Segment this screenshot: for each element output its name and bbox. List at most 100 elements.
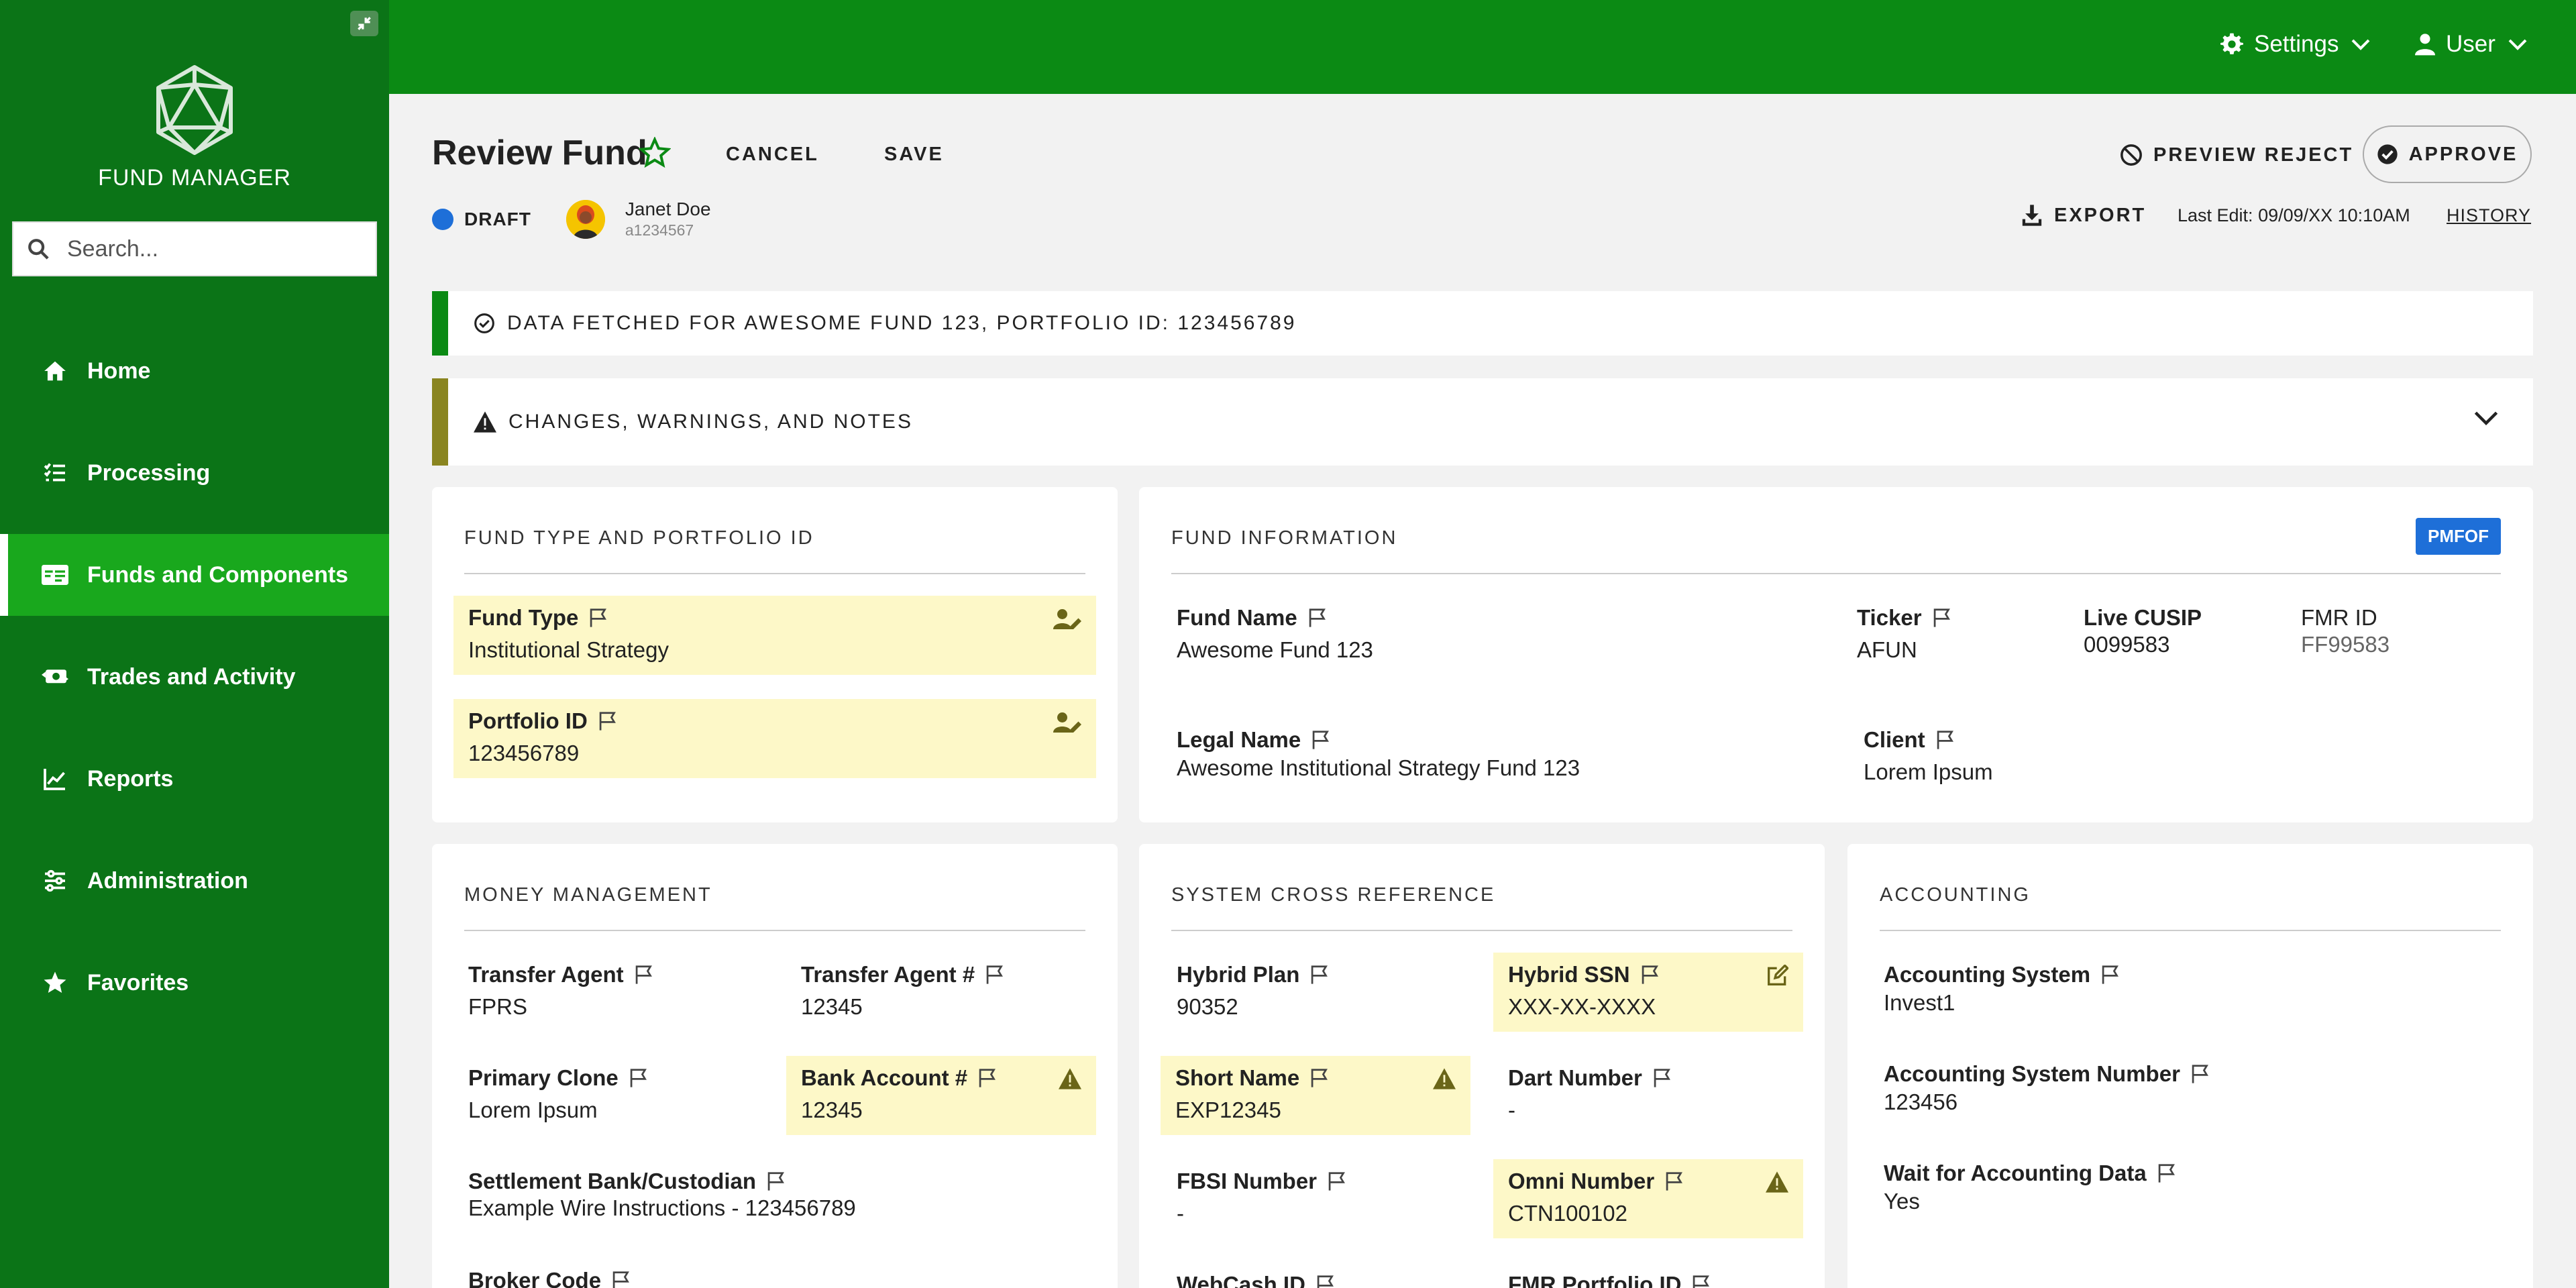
flag-icon[interactable]: [767, 1171, 786, 1191]
flag-icon[interactable]: [1933, 608, 1951, 628]
divider: [464, 573, 1085, 574]
warning-icon: [1433, 1068, 1456, 1089]
export-button[interactable]: EXPORT: [2021, 204, 2146, 227]
flag-icon[interactable]: [1692, 1275, 1711, 1288]
collapse-sidebar-button[interactable]: [350, 11, 378, 36]
short-name-field[interactable]: Short Name EXP12345: [1161, 1056, 1470, 1135]
live-cusip-field: Live CUSIP 0099583: [2069, 596, 2216, 667]
transfer-agent-field[interactable]: Transfer Agent FPRS: [453, 953, 668, 1029]
accounting-system-number-field[interactable]: Accounting System Number 123456: [1869, 1052, 2224, 1124]
settings-menu[interactable]: Settings: [2220, 31, 2371, 58]
hybrid-ssn-field[interactable]: Hybrid SSN XXX-XX-XXXX: [1493, 953, 1803, 1032]
flag-icon[interactable]: [1653, 1068, 1672, 1088]
field-value: EXP12345: [1175, 1097, 1281, 1122]
hybrid-plan-field[interactable]: Hybrid Plan 90352: [1162, 953, 1344, 1029]
save-button[interactable]: SAVE: [884, 144, 944, 165]
flag-icon[interactable]: [1665, 1171, 1684, 1191]
primary-clone-field[interactable]: Primary Clone Lorem Ipsum: [453, 1056, 663, 1132]
field-label: Short Name: [1175, 1065, 1300, 1090]
webcash-id-field[interactable]: WebCash ID: [1162, 1263, 1350, 1288]
flag-icon[interactable]: [2157, 1163, 2176, 1183]
status-row: DRAFT Janet Doe a1234567: [432, 199, 711, 239]
approve-button[interactable]: APPROVE: [2363, 125, 2532, 183]
flag-icon[interactable]: [1310, 1068, 1329, 1088]
warnings-banner[interactable]: CHANGES, WARNINGS, AND NOTES: [432, 378, 2533, 466]
user-id: a1234567: [625, 221, 694, 239]
flag-icon[interactable]: [2191, 1064, 2210, 1084]
system-cross-reference-card: SYSTEM CROSS REFERENCE Hybrid Plan 90352…: [1139, 844, 1825, 1288]
portfolio-id-field[interactable]: Portfolio ID 123456789: [453, 699, 1096, 778]
field-value: Example Wire Instructions - 123456789: [468, 1195, 856, 1220]
field-label: Primary Clone: [468, 1065, 619, 1090]
fund-type-field[interactable]: Fund Type Institutional Strategy: [453, 596, 1096, 675]
divider: [464, 930, 1085, 931]
flag-icon[interactable]: [1641, 965, 1660, 985]
accounting-system-field[interactable]: Accounting System Invest1: [1869, 953, 2135, 1025]
nav-item-trades-and-activity[interactable]: Trades and Activity: [0, 636, 389, 718]
flag-icon[interactable]: [985, 965, 1004, 985]
field-value: Awesome Institutional Strategy Fund 123: [1177, 755, 1580, 780]
home-icon: [42, 358, 68, 384]
nav-item-reports[interactable]: Reports: [0, 738, 389, 820]
fbsi-number-field[interactable]: FBSI Number -: [1162, 1159, 1361, 1236]
fund-name-field[interactable]: Fund Name Awesome Fund 123: [1162, 596, 1388, 672]
dart-number-field[interactable]: Dart Number -: [1493, 1056, 1686, 1132]
wait-for-accounting-data-field[interactable]: Wait for Accounting Data Yes: [1869, 1151, 2191, 1224]
collapse-icon: [358, 17, 371, 30]
flag-icon[interactable]: [598, 711, 617, 731]
nav-item-administration[interactable]: Administration: [0, 840, 389, 922]
bank-account-field[interactable]: Bank Account # 12345: [786, 1056, 1096, 1135]
flag-icon[interactable]: [1308, 608, 1327, 628]
flag-icon[interactable]: [978, 1068, 997, 1088]
flag-icon[interactable]: [1316, 1275, 1335, 1288]
nav-item-favorites[interactable]: Favorites: [0, 942, 389, 1024]
flag-icon[interactable]: [1311, 730, 1330, 750]
user-name: Janet Doe: [625, 199, 711, 219]
cancel-button[interactable]: CANCEL: [726, 144, 819, 165]
card-title: FUND TYPE AND PORTFOLIO ID: [464, 527, 814, 549]
flag-icon[interactable]: [589, 608, 608, 628]
broker-code-field[interactable]: Broker Code: [453, 1258, 645, 1288]
field-label: Broker Code: [468, 1268, 602, 1288]
flag-icon[interactable]: [635, 965, 653, 985]
transfer-agent-number-field[interactable]: Transfer Agent # 12345: [786, 953, 1019, 1029]
field-value: CTN100102: [1508, 1201, 1627, 1226]
field-value: AFUN: [1857, 637, 1917, 662]
nav-item-home[interactable]: Home: [0, 330, 389, 412]
nav-item-funds-and-components[interactable]: Funds and Components: [0, 534, 389, 616]
field-value: Invest1: [1884, 990, 1955, 1015]
fund-information-card: FUND INFORMATION PMFOF Fund Name Awesome…: [1139, 487, 2533, 822]
omni-number-field[interactable]: Omni Number CTN100102: [1493, 1159, 1803, 1238]
client-field[interactable]: Client Lorem Ipsum: [1849, 718, 2008, 794]
field-label: Settlement Bank/Custodian: [468, 1169, 757, 1193]
user-edit-icon[interactable]: [1053, 711, 1081, 734]
flag-icon[interactable]: [629, 1068, 648, 1088]
edit-icon[interactable]: [1767, 965, 1788, 986]
flag-icon[interactable]: [1310, 965, 1329, 985]
settlement-bank-field[interactable]: Settlement Bank/Custodian Example Wire I…: [453, 1159, 871, 1230]
fmr-portfolio-id-field[interactable]: FMR Portfolio ID: [1493, 1263, 1725, 1288]
flag-icon[interactable]: [1328, 1171, 1346, 1191]
flag-icon[interactable]: [1936, 730, 1955, 750]
app-logo: FUND MANAGER: [0, 64, 389, 191]
sidebar-search[interactable]: [12, 221, 377, 276]
user-info: Janet Doe a1234567: [625, 199, 711, 239]
user-edit-icon[interactable]: [1053, 608, 1081, 631]
history-link[interactable]: HISTORY: [2447, 205, 2532, 225]
flag-icon[interactable]: [612, 1271, 631, 1288]
divider: [1171, 573, 2501, 574]
card-title: ACCOUNTING: [1880, 884, 2031, 906]
success-banner-text: DATA FETCHED FOR AWESOME FUND 123, PORTF…: [507, 312, 1297, 334]
preview-reject-button[interactable]: PREVIEW REJECT: [2120, 144, 2353, 166]
page-title: Review Fund: [432, 133, 647, 172]
field-value: 90352: [1177, 994, 1238, 1019]
ticker-field[interactable]: Ticker AFUN: [1842, 596, 1966, 672]
search-input[interactable]: [67, 235, 362, 262]
favorite-star-button[interactable]: [638, 136, 672, 172]
legal-name-field[interactable]: Legal Name Awesome Institutional Strateg…: [1162, 718, 1595, 790]
user-menu[interactable]: User: [2415, 31, 2528, 58]
nav-item-processing[interactable]: Processing: [0, 432, 389, 514]
user-icon: [2415, 34, 2435, 56]
expand-chevron-icon[interactable]: [2473, 409, 2500, 432]
flag-icon[interactable]: [2101, 965, 2120, 985]
